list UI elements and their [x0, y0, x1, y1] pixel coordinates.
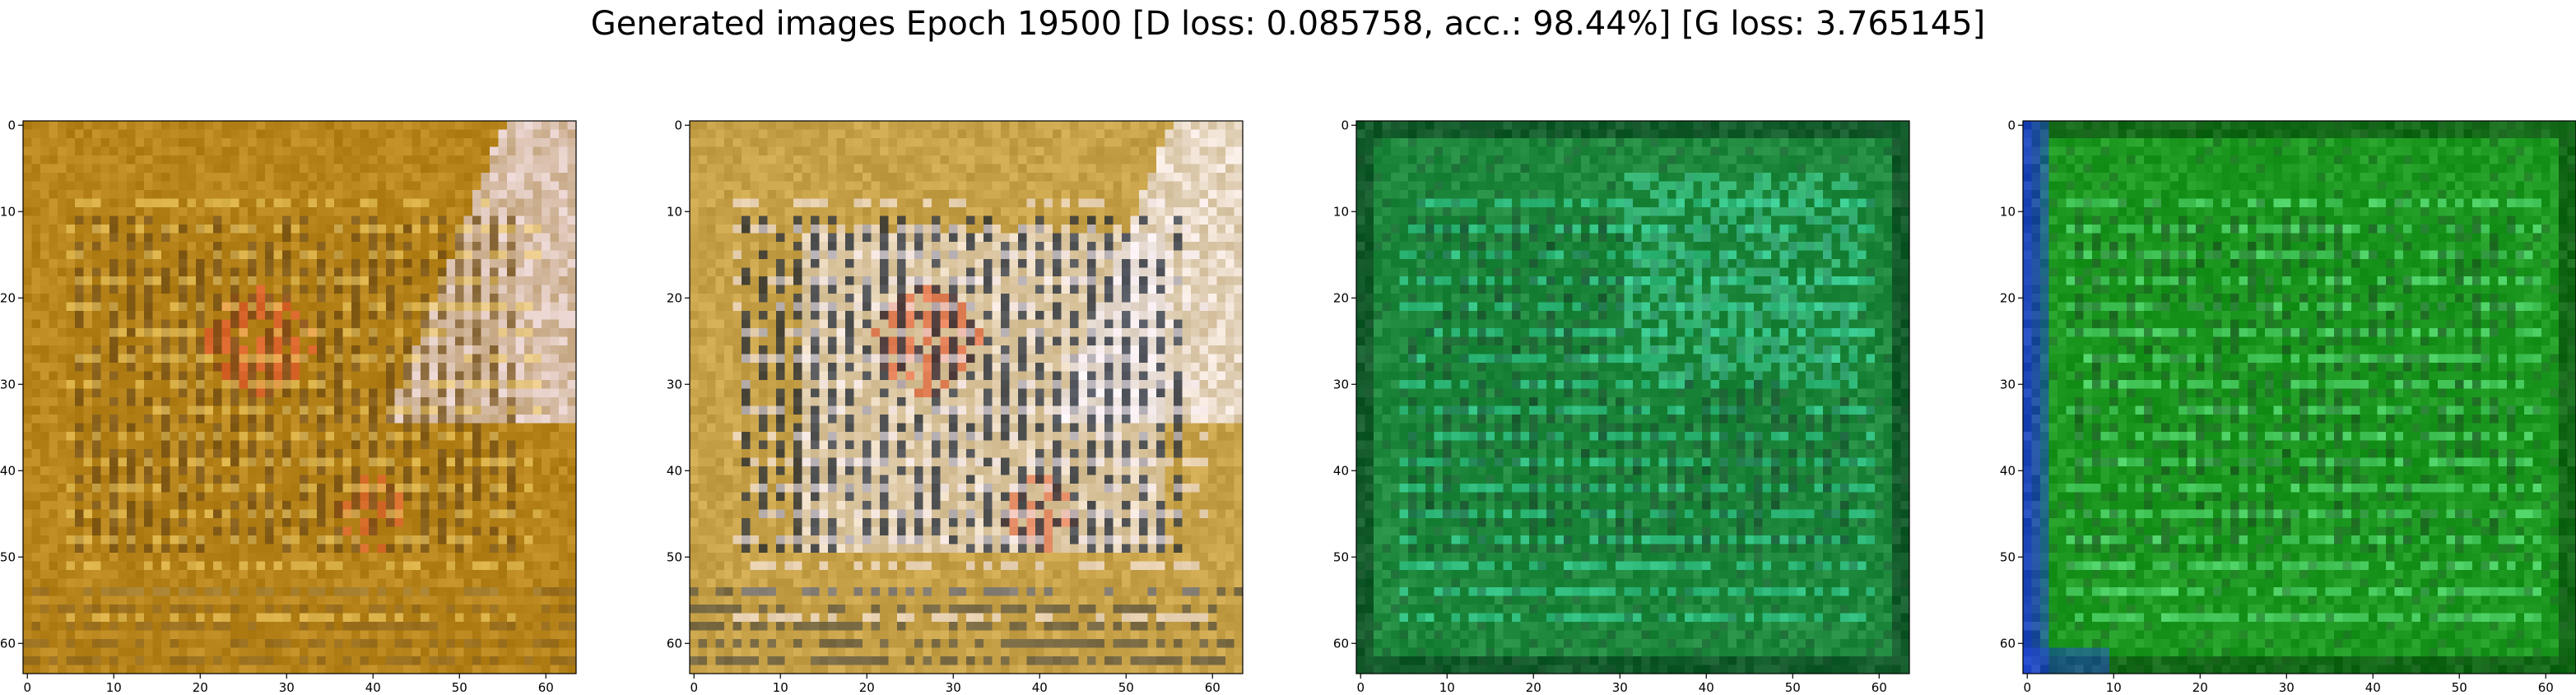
generated-image	[690, 121, 1243, 674]
x-tick-label: 60	[538, 680, 554, 695]
x-tick-label: 0	[690, 680, 698, 695]
x-tick-label: 0	[23, 680, 31, 695]
x-tick-label: 20	[2192, 680, 2208, 695]
y-tick-label: 60	[2000, 636, 2016, 651]
x-tick-label: 60	[1205, 680, 1221, 695]
y-tick-label: 0	[7, 118, 16, 132]
x-tick-label: 50	[1785, 680, 1801, 695]
x-tick-label: 10	[773, 680, 788, 695]
y-tick-label: 0	[1341, 118, 1349, 132]
axes-frame	[1355, 120, 1910, 674]
x-tick-label: 20	[193, 680, 208, 695]
x-tick-label: 60	[2538, 680, 2554, 695]
x-tick-label: 40	[2365, 680, 2381, 695]
y-tick-label: 60	[0, 636, 16, 651]
y-tick-label: 20	[2000, 290, 2016, 305]
y-tick-label: 60	[1333, 636, 1349, 651]
y-tick-label: 60	[667, 636, 682, 651]
x-tick-label: 10	[1439, 680, 1455, 695]
x-tick-label: 30	[1612, 680, 1628, 695]
y-tick-label: 30	[667, 377, 682, 392]
x-tick-label: 40	[365, 680, 381, 695]
x-tick-label: 10	[2106, 680, 2122, 695]
y-tick-label: 50	[1333, 549, 1349, 564]
y-tick-label: 40	[667, 463, 682, 478]
y-tick-label: 20	[667, 290, 682, 305]
figure-suptitle: Generated images Epoch 19500 [D loss: 0.…	[590, 5, 1986, 43]
generated-image	[2023, 121, 2576, 674]
generated-image	[23, 121, 576, 674]
x-tick-label: 30	[2279, 680, 2295, 695]
x-tick-label: 50	[2452, 680, 2467, 695]
image-panel-4: 0 10 20 30 40 50 60 0 10 20 30 40 50 60	[2000, 118, 2576, 695]
y-tick-label: 50	[2000, 549, 2016, 564]
axes-frame	[2022, 120, 2576, 674]
y-tick-label: 10	[0, 204, 16, 219]
y-tick-label: 30	[0, 377, 16, 392]
y-tick-label: 30	[1333, 377, 1349, 392]
x-tick-label: 30	[279, 680, 295, 695]
x-tick-label: 50	[1118, 680, 1134, 695]
x-tick-label: 0	[2023, 680, 2031, 695]
y-tick-label: 20	[1333, 290, 1349, 305]
y-tick-label: 10	[2000, 204, 2016, 219]
axes-frame	[22, 120, 577, 674]
y-tick-label: 0	[2007, 118, 2016, 132]
y-tick-label: 10	[667, 204, 682, 219]
x-tick-label: 10	[106, 680, 122, 695]
y-tick-label: 20	[0, 290, 16, 305]
x-tick-label: 50	[452, 680, 467, 695]
image-panel-1: 0 10 20 30 40 50 60 0 10 20 30 40 50 60	[0, 118, 577, 695]
y-tick-label: 40	[0, 463, 16, 478]
image-panel-3: 0 10 20 30 40 50 60 0 10 20 30 40 50 60	[1333, 118, 1910, 695]
generated-image	[1356, 121, 1909, 674]
x-tick-label: 60	[1872, 680, 1887, 695]
x-tick-label: 30	[946, 680, 961, 695]
x-tick-label: 40	[1032, 680, 1048, 695]
x-tick-label: 20	[859, 680, 875, 695]
y-tick-label: 50	[667, 549, 682, 564]
y-tick-label: 50	[0, 549, 16, 564]
x-tick-label: 0	[1356, 680, 1365, 695]
y-tick-label: 40	[2000, 463, 2016, 478]
y-tick-label: 30	[2000, 377, 2016, 392]
y-tick-label: 40	[1333, 463, 1349, 478]
y-tick-label: 0	[674, 118, 682, 132]
image-panel-2: 0 10 20 30 40 50 60 0 10 20 30 40 50 60	[667, 118, 1244, 695]
axes-frame	[689, 120, 1244, 674]
x-tick-label: 40	[1699, 680, 1714, 695]
x-tick-label: 20	[1526, 680, 1541, 695]
y-tick-label: 10	[1333, 204, 1349, 219]
